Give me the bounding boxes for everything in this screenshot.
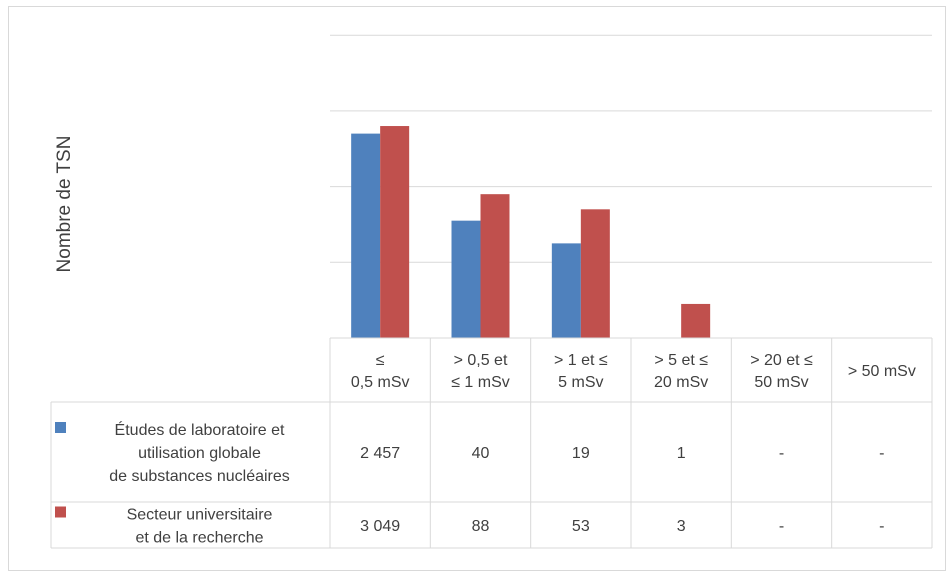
bar-s0-c2 [551,243,581,338]
legend-label-1: Secteur universitaire et de la recherche [127,507,273,547]
bar-s0-c0 [351,133,381,338]
table-cell-s1-c3: 3 [677,518,686,535]
bar-s1-c3 [681,303,711,338]
chart-frame [8,6,946,571]
table-cell-s1-c2: 53 [572,518,590,535]
table-cell-s0-c0: 2 457 [360,445,400,462]
category-label-5: > 50 mSv [848,363,916,380]
legend-label-0: Études de laboratoire et utilisation glob… [109,420,290,485]
category-label-1: > 0,5 et ≤ 1 mSv [451,352,510,391]
table-cell-s0-c3: 1 [677,445,686,462]
legend-swatch-0 [55,422,66,433]
table-cell-s1-c4: - [779,518,784,535]
table-cell-s1-c0: 3 049 [360,518,400,535]
bar-s1-c2 [580,209,610,338]
table-cell-s0-c4: - [779,445,784,462]
legend-swatch-1 [55,506,66,518]
bar-s1-c0 [380,126,410,338]
category-label-3: > 5 et ≤20 mSv [654,352,708,391]
category-label-4: > 20 et ≤50 mSv [750,352,813,391]
bar-s0-c1 [451,220,481,338]
table-cell-s1-c1: 88 [472,518,490,535]
table-cell-s0-c5: - [879,445,884,462]
table-cell-s1-c5: - [879,518,884,535]
category-label-2: > 1 et ≤5 mSv [554,352,608,391]
y-axis-label: Nombre de TSN [54,136,75,273]
table-cell-s0-c1: 40 [472,445,490,462]
table-cell-s0-c2: 19 [572,445,590,462]
category-label-0: ≤0,5 mSv [351,352,410,391]
bar-s1-c1 [480,194,510,338]
